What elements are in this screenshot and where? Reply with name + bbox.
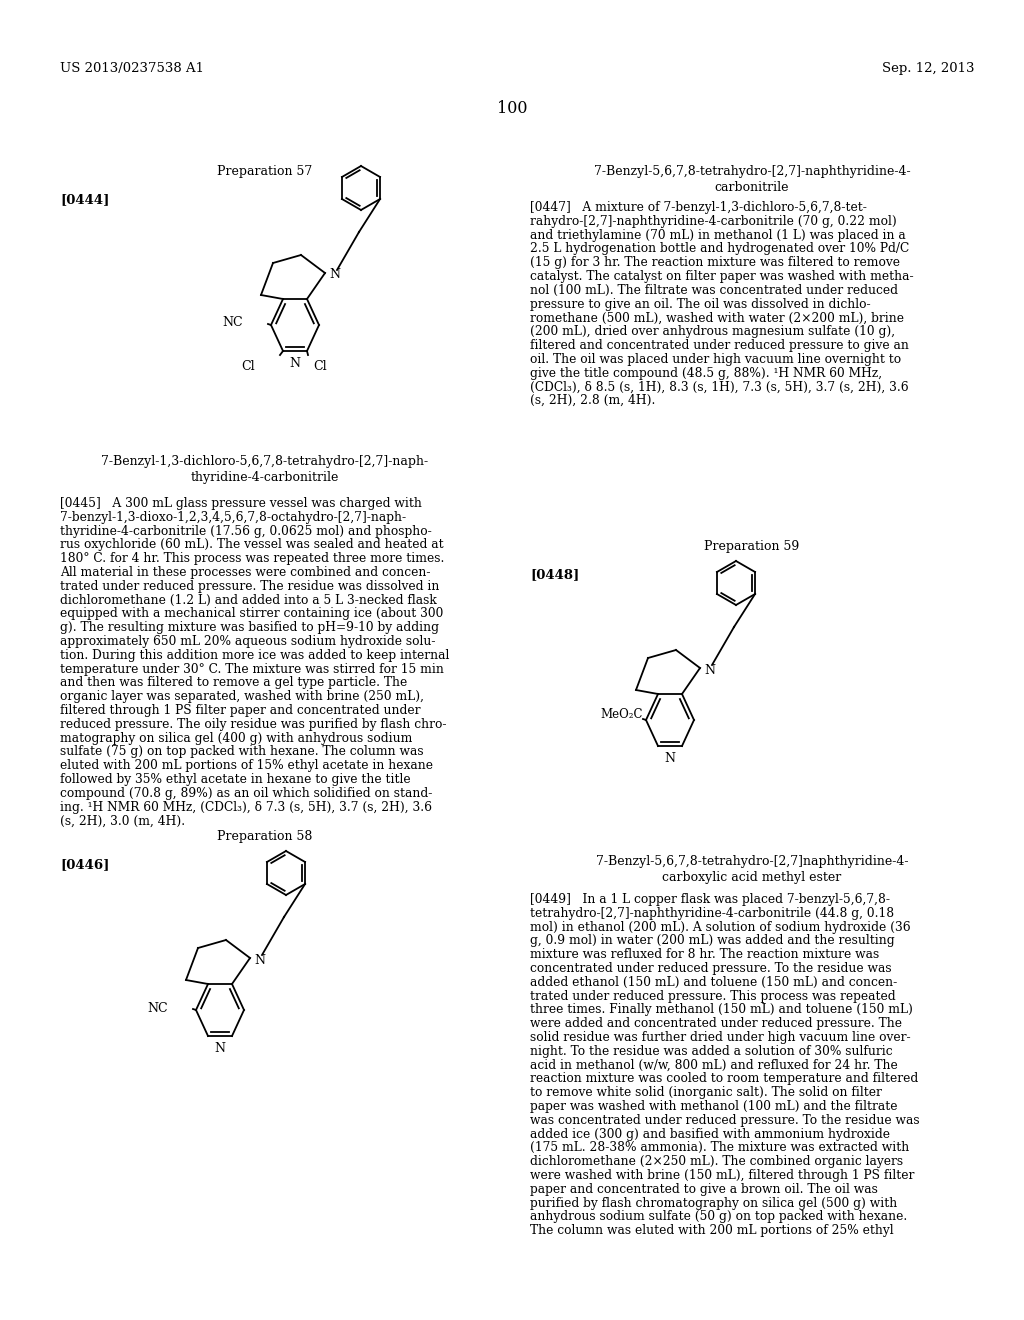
Text: NC: NC — [147, 1002, 168, 1015]
Text: 100: 100 — [497, 100, 527, 117]
Text: concentrated under reduced pressure. To the residue was: concentrated under reduced pressure. To … — [530, 962, 892, 975]
Text: romethane (500 mL), washed with water (2×200 mL), brine: romethane (500 mL), washed with water (2… — [530, 312, 904, 325]
Text: rahydro-[2,7]-naphthyridine-4-carbonitrile (70 g, 0.22 mol): rahydro-[2,7]-naphthyridine-4-carbonitri… — [530, 215, 897, 228]
Text: [0446]: [0446] — [60, 858, 110, 871]
Text: Preparation 57: Preparation 57 — [217, 165, 312, 178]
Text: reaction mixture was cooled to room temperature and filtered: reaction mixture was cooled to room temp… — [530, 1072, 919, 1085]
Text: added ethanol (150 mL) and toluene (150 mL) and concen-: added ethanol (150 mL) and toluene (150 … — [530, 975, 897, 989]
Text: thyridine-4-carbonitrile: thyridine-4-carbonitrile — [190, 471, 339, 484]
Text: to remove white solid (inorganic salt). The solid on filter: to remove white solid (inorganic salt). … — [530, 1086, 882, 1100]
Text: (175 mL. 28-38% ammonia). The mixture was extracted with: (175 mL. 28-38% ammonia). The mixture wa… — [530, 1142, 909, 1155]
Text: and triethylamine (70 mL) in methanol (1 L) was placed in a: and triethylamine (70 mL) in methanol (1… — [530, 228, 906, 242]
Text: 7-Benzyl-5,6,7,8-tetrahydro-[2,7]-naphthyridine-4-: 7-Benzyl-5,6,7,8-tetrahydro-[2,7]-naphth… — [594, 165, 910, 178]
Text: nol (100 mL). The filtrate was concentrated under reduced: nol (100 mL). The filtrate was concentra… — [530, 284, 898, 297]
Text: MeO₂C: MeO₂C — [600, 709, 643, 722]
Text: tion. During this addition more ice was added to keep internal: tion. During this addition more ice was … — [60, 649, 450, 661]
Text: [0447]   A mixture of 7-benzyl-1,3-dichloro-5,6,7,8-tet-: [0447] A mixture of 7-benzyl-1,3-dichlor… — [530, 201, 867, 214]
Text: carboxylic acid methyl ester: carboxylic acid methyl ester — [663, 871, 842, 884]
Text: Preparation 58: Preparation 58 — [217, 830, 312, 843]
Text: filtered through 1 PS filter paper and concentrated under: filtered through 1 PS filter paper and c… — [60, 704, 421, 717]
Text: was concentrated under reduced pressure. To the residue was: was concentrated under reduced pressure.… — [530, 1114, 920, 1127]
Text: Cl: Cl — [242, 359, 255, 372]
Text: All material in these processes were combined and concen-: All material in these processes were com… — [60, 566, 430, 579]
Text: [0448]: [0448] — [530, 568, 580, 581]
Text: matography on silica gel (400 g) with anhydrous sodium: matography on silica gel (400 g) with an… — [60, 731, 413, 744]
Text: oil. The oil was placed under high vacuum line overnight to: oil. The oil was placed under high vacuu… — [530, 352, 901, 366]
Text: N: N — [254, 953, 265, 966]
Text: Preparation 59: Preparation 59 — [705, 540, 800, 553]
Text: N: N — [290, 358, 300, 371]
Text: rus oxychloride (60 mL). The vessel was sealed and heated at: rus oxychloride (60 mL). The vessel was … — [60, 539, 443, 552]
Text: filtered and concentrated under reduced pressure to give an: filtered and concentrated under reduced … — [530, 339, 909, 352]
Text: 7-Benzyl-5,6,7,8-tetrahydro-[2,7]naphthyridine-4-: 7-Benzyl-5,6,7,8-tetrahydro-[2,7]naphthy… — [596, 855, 908, 869]
Text: g, 0.9 mol) in water (200 mL) was added and the resulting: g, 0.9 mol) in water (200 mL) was added … — [530, 935, 895, 948]
Text: Sep. 12, 2013: Sep. 12, 2013 — [883, 62, 975, 75]
Text: 180° C. for 4 hr. This process was repeated three more times.: 180° C. for 4 hr. This process was repea… — [60, 552, 444, 565]
Text: were added and concentrated under reduced pressure. The: were added and concentrated under reduce… — [530, 1018, 902, 1030]
Text: carbonitrile: carbonitrile — [715, 181, 790, 194]
Text: [0449]   In a 1 L copper flask was placed 7-benzyl-5,6,7,8-: [0449] In a 1 L copper flask was placed … — [530, 894, 890, 906]
Text: US 2013/0237538 A1: US 2013/0237538 A1 — [60, 62, 204, 75]
Text: acid in methanol (w/w, 800 mL) and refluxed for 24 hr. The: acid in methanol (w/w, 800 mL) and reflu… — [530, 1059, 898, 1072]
Text: added ice (300 g) and basified with ammonium hydroxide: added ice (300 g) and basified with ammo… — [530, 1127, 890, 1140]
Text: sulfate (75 g) on top packed with hexane. The column was: sulfate (75 g) on top packed with hexane… — [60, 746, 424, 759]
Text: reduced pressure. The oily residue was purified by flash chro-: reduced pressure. The oily residue was p… — [60, 718, 446, 731]
Text: temperature under 30° C. The mixture was stirred for 15 min: temperature under 30° C. The mixture was… — [60, 663, 443, 676]
Text: g). The resulting mixture was basified to pH=9-10 by adding: g). The resulting mixture was basified t… — [60, 622, 439, 634]
Text: trated under reduced pressure. This process was repeated: trated under reduced pressure. This proc… — [530, 990, 896, 1003]
Text: 2.5 L hydrogenation bottle and hydrogenated over 10% Pd/C: 2.5 L hydrogenation bottle and hydrogena… — [530, 243, 909, 255]
Text: N: N — [214, 1043, 225, 1055]
Text: paper and concentrated to give a brown oil. The oil was: paper and concentrated to give a brown o… — [530, 1183, 878, 1196]
Text: anhydrous sodium sulfate (50 g) on top packed with hexane.: anhydrous sodium sulfate (50 g) on top p… — [530, 1210, 907, 1224]
Text: and then was filtered to remove a gel type particle. The: and then was filtered to remove a gel ty… — [60, 676, 408, 689]
Text: catalyst. The catalyst on filter paper was washed with metha-: catalyst. The catalyst on filter paper w… — [530, 271, 913, 282]
Text: 7-benzyl-1,3-dioxo-1,2,3,4,5,6,7,8-octahydro-[2,7]-naph-: 7-benzyl-1,3-dioxo-1,2,3,4,5,6,7,8-octah… — [60, 511, 407, 524]
Text: equipped with a mechanical stirrer containing ice (about 300: equipped with a mechanical stirrer conta… — [60, 607, 443, 620]
Text: three times. Finally methanol (150 mL) and toluene (150 mL): three times. Finally methanol (150 mL) a… — [530, 1003, 912, 1016]
Text: [0444]: [0444] — [60, 193, 110, 206]
Text: (200 mL), dried over anhydrous magnesium sulfate (10 g),: (200 mL), dried over anhydrous magnesium… — [530, 325, 895, 338]
Text: (s, 2H), 2.8 (m, 4H).: (s, 2H), 2.8 (m, 4H). — [530, 395, 655, 407]
Text: give the title compound (48.5 g, 88%). ¹H NMR 60 MHz,: give the title compound (48.5 g, 88%). ¹… — [530, 367, 882, 380]
Text: N: N — [705, 664, 715, 676]
Text: mol) in ethanol (200 mL). A solution of sodium hydroxide (36: mol) in ethanol (200 mL). A solution of … — [530, 920, 910, 933]
Text: 7-Benzyl-1,3-dichloro-5,6,7,8-tetrahydro-[2,7]-naph-: 7-Benzyl-1,3-dichloro-5,6,7,8-tetrahydro… — [101, 455, 429, 469]
Text: followed by 35% ethyl acetate in hexane to give the title: followed by 35% ethyl acetate in hexane … — [60, 774, 411, 785]
Text: were washed with brine (150 mL), filtered through 1 PS filter: were washed with brine (150 mL), filtere… — [530, 1170, 914, 1181]
Text: compound (70.8 g, 89%) as an oil which solidified on stand-: compound (70.8 g, 89%) as an oil which s… — [60, 787, 432, 800]
Text: dichloromethane (2×250 mL). The combined organic layers: dichloromethane (2×250 mL). The combined… — [530, 1155, 903, 1168]
Text: [0445]   A 300 mL glass pressure vessel was charged with: [0445] A 300 mL glass pressure vessel wa… — [60, 498, 422, 510]
Text: (15 g) for 3 hr. The reaction mixture was filtered to remove: (15 g) for 3 hr. The reaction mixture wa… — [530, 256, 900, 269]
Text: organic layer was separated, washed with brine (250 mL),: organic layer was separated, washed with… — [60, 690, 424, 704]
Text: NC: NC — [222, 317, 243, 330]
Text: solid residue was further dried under high vacuum line over-: solid residue was further dried under hi… — [530, 1031, 910, 1044]
Text: night. To the residue was added a solution of 30% sulfuric: night. To the residue was added a soluti… — [530, 1045, 893, 1057]
Text: N: N — [329, 268, 340, 281]
Text: paper was washed with methanol (100 mL) and the filtrate: paper was washed with methanol (100 mL) … — [530, 1100, 897, 1113]
Text: pressure to give an oil. The oil was dissolved in dichlo-: pressure to give an oil. The oil was dis… — [530, 297, 870, 310]
Text: approximately 650 mL 20% aqueous sodium hydroxide solu-: approximately 650 mL 20% aqueous sodium … — [60, 635, 435, 648]
Text: (s, 2H), 3.0 (m, 4H).: (s, 2H), 3.0 (m, 4H). — [60, 814, 185, 828]
Text: dichloromethane (1.2 L) and added into a 5 L 3-necked flask: dichloromethane (1.2 L) and added into a… — [60, 594, 437, 607]
Text: thyridine-4-carbonitrile (17.56 g, 0.0625 mol) and phospho-: thyridine-4-carbonitrile (17.56 g, 0.062… — [60, 524, 432, 537]
Text: (CDCl₃), δ 8.5 (s, 1H), 8.3 (s, 1H), 7.3 (s, 5H), 3.7 (s, 2H), 3.6: (CDCl₃), δ 8.5 (s, 1H), 8.3 (s, 1H), 7.3… — [530, 380, 908, 393]
Text: mixture was refluxed for 8 hr. The reaction mixture was: mixture was refluxed for 8 hr. The react… — [530, 948, 880, 961]
Text: eluted with 200 mL portions of 15% ethyl acetate in hexane: eluted with 200 mL portions of 15% ethyl… — [60, 759, 433, 772]
Text: N: N — [665, 752, 676, 766]
Text: ing. ¹H NMR 60 MHz, (CDCl₃), δ 7.3 (s, 5H), 3.7 (s, 2H), 3.6: ing. ¹H NMR 60 MHz, (CDCl₃), δ 7.3 (s, 5… — [60, 801, 432, 813]
Text: Cl: Cl — [313, 359, 327, 372]
Text: purified by flash chromatography on silica gel (500 g) with: purified by flash chromatography on sili… — [530, 1197, 897, 1209]
Text: tetrahydro-[2,7]-naphthyridine-4-carbonitrile (44.8 g, 0.18: tetrahydro-[2,7]-naphthyridine-4-carboni… — [530, 907, 894, 920]
Text: trated under reduced pressure. The residue was dissolved in: trated under reduced pressure. The resid… — [60, 579, 439, 593]
Text: The column was eluted with 200 mL portions of 25% ethyl: The column was eluted with 200 mL portio… — [530, 1224, 894, 1237]
